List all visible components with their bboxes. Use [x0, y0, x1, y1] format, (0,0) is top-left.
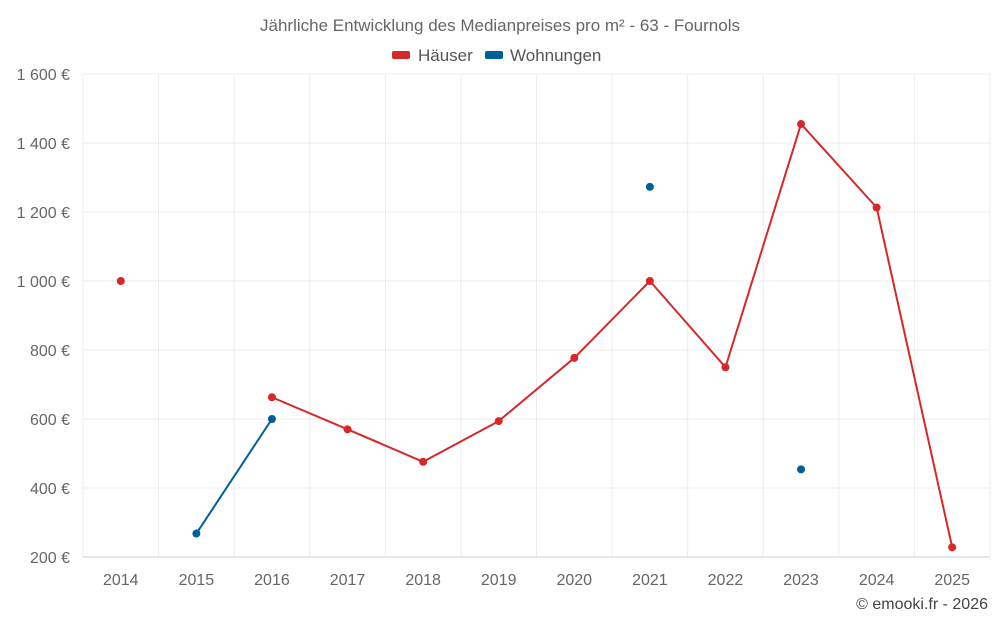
series-1-point-2021[interactable] [645, 182, 654, 191]
legend-swatch-haeuser [392, 51, 410, 59]
legend-label-haeuser: Häuser [418, 46, 473, 65]
legend: Häuser Wohnungen [392, 46, 601, 65]
series-1-line-segment-0 [195, 418, 273, 535]
x-axis-labels: 2014 2015 2016 2017 2018 2019 2020 2021 2022 2023… [103, 572, 970, 589]
credit-text: © emooki.fr - 2026 [856, 596, 988, 613]
y-tick-label-800: 800 € [30, 343, 70, 360]
x-tick-label-2025: 2025 [934, 572, 970, 589]
series-0-point-2018[interactable] [419, 457, 428, 466]
series-points [116, 120, 957, 552]
legend-label-wohnungen: Wohnungen [510, 46, 601, 65]
x-tick-label-2023: 2023 [783, 572, 819, 589]
series-0-point-2016[interactable] [267, 393, 276, 402]
x-tick-label-2018: 2018 [405, 572, 441, 589]
series-0-point-2019[interactable] [494, 417, 503, 426]
series-0-point-2020[interactable] [570, 353, 579, 362]
y-tick-label-1600: 1 600 € [17, 67, 70, 84]
series-1-point-2016[interactable] [267, 415, 276, 423]
series-0-point-2023[interactable] [797, 120, 806, 129]
y-tick-label-1000: 1 000 € [17, 274, 70, 291]
y-tick-label-200: 200 € [30, 550, 70, 567]
y-tick-label-1200: 1 200 € [17, 205, 70, 222]
chart-title: Jährliche Entwicklung des Medianpreises … [260, 16, 740, 35]
x-tick-label-2020: 2020 [556, 572, 592, 589]
x-tick-label-2015: 2015 [179, 572, 215, 589]
x-tick-label-2017: 2017 [330, 572, 366, 589]
grid [82, 73, 991, 558]
y-axis-labels: 200 € 400 € 600 € 800 € 1 000 € 1 200 € 1 400 … [17, 67, 70, 567]
legend-item-haeuser[interactable]: Häuser [392, 46, 473, 65]
y-tick-label-600: 600 € [30, 412, 70, 429]
x-tick-label-2014: 2014 [103, 572, 139, 589]
x-tick-label-2016: 2016 [254, 572, 290, 589]
series-lines [195, 123, 954, 548]
legend-item-wohnungen[interactable]: Wohnungen [485, 46, 601, 65]
series-0-line-segment-0 [271, 123, 954, 548]
x-tick-label-2022: 2022 [708, 572, 744, 589]
series-0-point-2025[interactable] [948, 543, 957, 552]
series-0-point-2017[interactable] [343, 425, 352, 434]
series-0-point-2022[interactable] [721, 363, 730, 372]
series-0-point-2014[interactable] [116, 277, 125, 285]
legend-swatch-wohnungen [485, 51, 503, 59]
x-tick-label-2019: 2019 [481, 572, 517, 589]
y-tick-label-1400: 1 400 € [17, 136, 70, 153]
series-1-point-2023[interactable] [797, 465, 806, 474]
series-0-point-2024[interactable] [872, 203, 881, 212]
series-0-point-2021[interactable] [645, 277, 654, 285]
x-tick-label-2024: 2024 [859, 572, 895, 589]
series-1-point-2015[interactable] [192, 529, 201, 538]
y-tick-label-400: 400 € [30, 481, 70, 498]
x-tick-label-2021: 2021 [632, 572, 668, 589]
